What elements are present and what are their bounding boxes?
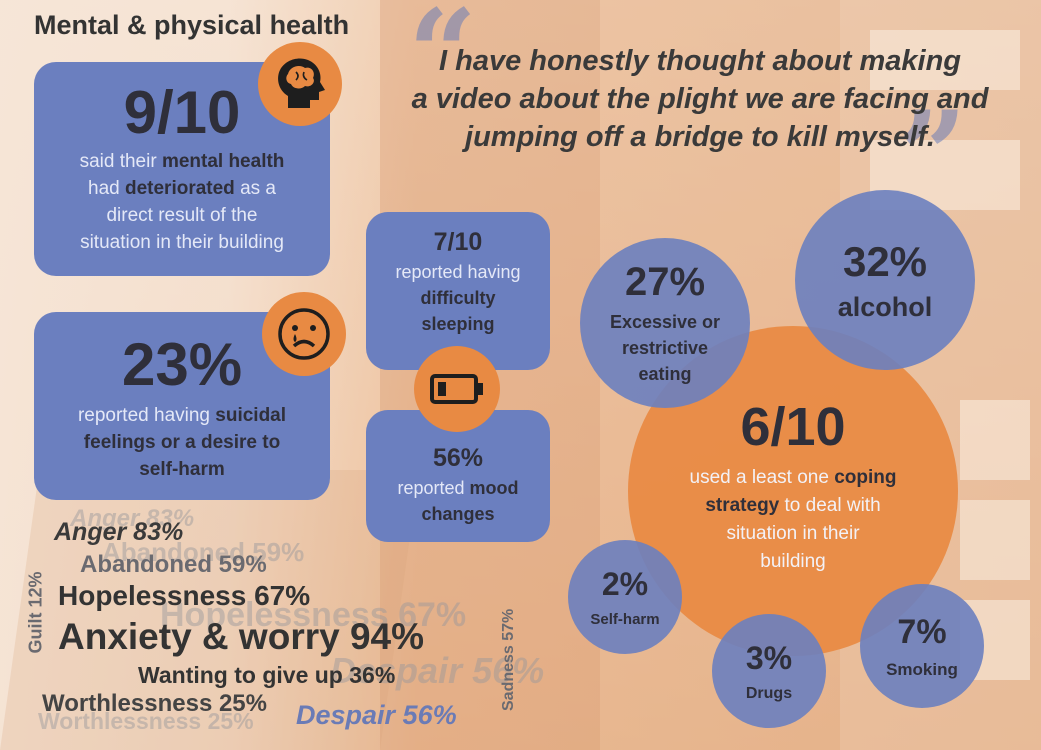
desc-bold: changes (421, 504, 495, 524)
emotion-worthlessness: Worthlessness 25% (42, 690, 267, 717)
coping-text: used a least one coping strategy to deal… (690, 464, 897, 576)
quote-line: a video about the plight we are facing a… (411, 83, 989, 115)
emotion-echo: Hopelessness 67% (160, 596, 467, 634)
eating-label-line: Excessive or (609, 311, 721, 332)
emotion-despair: Despair 56% (296, 700, 457, 730)
desc-text: direct result of the (106, 205, 258, 226)
building-window (870, 30, 1020, 90)
suicidal-text: reported having suicidal feelings or a d… (34, 402, 330, 483)
mental-health-stat: 9/10 (123, 79, 241, 146)
self-harm-label: Self-harm (590, 611, 660, 628)
alcohol-stat: 32% (842, 237, 928, 285)
emotion-sadness: Sadness 57% (500, 608, 517, 711)
emotion-anxiety: Anxiety & worry 94% (58, 616, 425, 657)
eating-label: Excessive or restrictive eating (610, 309, 720, 387)
open-quote-icon: “ (408, 0, 478, 124)
mood-stat: 56% (432, 444, 484, 472)
mental-health-text: said their mental health had deteriorate… (34, 148, 330, 256)
desc-bold: self-harm (139, 459, 225, 480)
emotion-guilt: Guilt 12% (25, 571, 46, 654)
emotion-echo: Abandoned 59% (102, 537, 305, 567)
desc-bold: feelings or a desire to (83, 432, 281, 453)
sleeping-stat: 7/10 (433, 228, 483, 256)
desc-text: reported having (395, 262, 521, 282)
sleeping-text: reported having difficulty sleeping (366, 259, 550, 337)
desc-bold: coping (834, 467, 897, 488)
drugs-circle: 3% Drugs (712, 614, 826, 728)
self-harm-stat: 2% (601, 566, 649, 602)
desc-text: used a least one (689, 467, 835, 488)
self-harm-circle: 2% Self-harm (568, 540, 682, 654)
coping-stat: 6/10 (740, 397, 846, 457)
emotion-giving-up: Wanting to give up 36% (138, 662, 396, 688)
desc-bold: sleeping (421, 314, 495, 334)
emotion-echo: Worthlessness 25% (38, 708, 254, 734)
desc-text: reported having (77, 405, 216, 426)
desc-bold: mood (469, 478, 519, 498)
emotion-hopelessness: Hopelessness 67% (58, 580, 311, 611)
resident-quote: I have honestly thought about making a v… (400, 42, 1000, 156)
emotion-abandoned: Abandoned 59% (80, 551, 267, 578)
mental-health-box: 9/10 said their mental health had deteri… (34, 62, 330, 276)
drugs-stat: 3% (745, 639, 793, 676)
emotion-echo: Despair 56% (330, 650, 545, 691)
alcohol-label: alcohol (837, 291, 933, 322)
desc-text: reported (397, 478, 470, 498)
suicidal-stat: 23% (121, 331, 243, 398)
eating-stat: 27% (624, 259, 706, 304)
building-window (960, 400, 1030, 480)
quote-line: jumping off a bridge to kill myself. (465, 121, 935, 153)
smoking-circle: 7% Smoking (860, 584, 984, 708)
desc-bold: difficulty (420, 288, 496, 308)
desc-text: situation in their (726, 523, 860, 544)
eating-circle: 27% Excessive or restrictive eating (580, 238, 750, 408)
smoking-label: Smoking (886, 659, 958, 679)
desc-text: had (88, 178, 125, 199)
desc-text: as a (234, 178, 276, 199)
desc-text: to deal with (779, 495, 881, 516)
desc-bold: mental health (161, 151, 285, 172)
mood-changes-box: 56% reported mood changes (366, 410, 550, 542)
difficulty-sleeping-box: 7/10 reported having difficulty sleeping (366, 212, 550, 370)
page-title: Mental & physical health (34, 10, 350, 40)
building-window (960, 500, 1030, 580)
desc-text: building (760, 551, 826, 572)
quote-line: I have honestly thought about making (438, 45, 962, 77)
drugs-label: Drugs (745, 684, 793, 702)
eating-label-line: restrictive (621, 337, 709, 358)
desc-bold: deteriorated (124, 178, 235, 199)
low-battery-icon (414, 346, 500, 432)
emotion-echo: Anger 83% (70, 505, 195, 532)
desc-text: situation in their building (80, 232, 284, 253)
eating-label-line: eating (638, 363, 692, 384)
desc-text: said their (79, 151, 162, 172)
smoking-stat: 7% (897, 612, 947, 651)
crying-face-icon (262, 292, 346, 376)
alcohol-circle: 32% alcohol (795, 190, 975, 370)
mood-text: reported mood changes (366, 475, 550, 527)
desc-bold: strategy (705, 495, 780, 516)
emotion-anger: Anger 83% (54, 518, 184, 546)
brain-head-icon (258, 42, 342, 126)
desc-bold: suicidal (215, 405, 287, 426)
